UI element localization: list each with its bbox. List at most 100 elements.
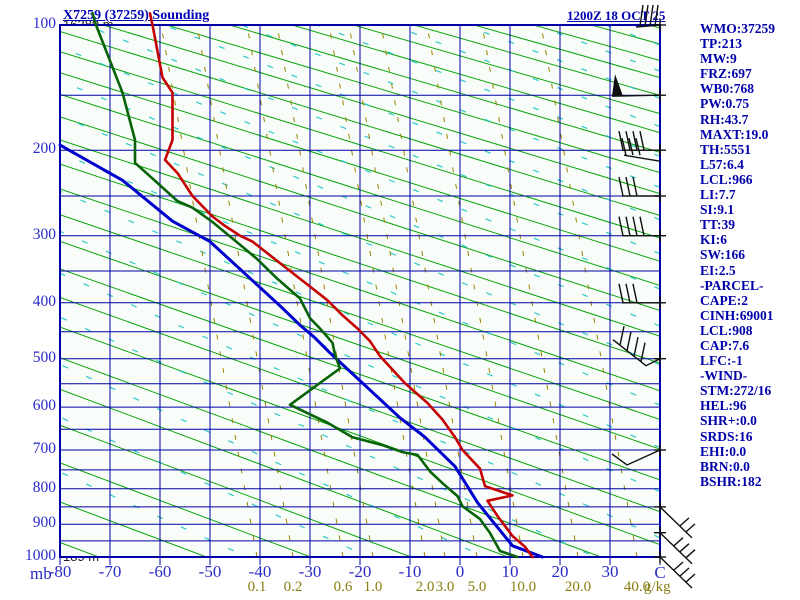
plot-frame <box>59 24 661 558</box>
temp-label: 20 <box>551 562 569 581</box>
panel-line: RH:43.7 <box>700 111 749 127</box>
pressure-label: 1000 <box>25 547 56 564</box>
panel-line: LI:7.7 <box>700 187 736 203</box>
mixing-ratio-label: 1.0 <box>363 579 383 595</box>
pressure-label: 700 <box>32 440 56 458</box>
height-label: 13800 m <box>63 87 114 103</box>
mixing-ratio-label: 0.6 <box>333 579 353 595</box>
mixing-ratio-label: 10.0 <box>509 579 537 595</box>
panel-line: WB0:768 <box>700 81 754 97</box>
mixing-ratio-label: 0.2 <box>283 579 303 595</box>
pressure-temp-grid <box>59 24 661 565</box>
panel-line: MW:9 <box>700 51 737 67</box>
pressure-label: 600 <box>32 397 56 415</box>
wind-barb <box>611 444 666 466</box>
wind-barb <box>618 131 666 162</box>
height-label: 7380 m <box>63 294 107 310</box>
pressure-unit-label: mb <box>30 564 52 583</box>
temp-label: -40 <box>248 562 272 581</box>
temp-label: -70 <box>98 562 122 581</box>
panel-line: STM:272/16 <box>700 383 772 399</box>
height-label: 6522 m <box>63 323 107 339</box>
panel-line: CAP:7.6 <box>700 337 750 353</box>
temp-label: -60 <box>148 562 172 581</box>
panel-line: FRZ:697 <box>700 66 752 82</box>
mixing-ratio-label: 2.0 <box>415 579 435 595</box>
panel-line: HEL:96 <box>700 398 747 414</box>
moist-adiabats <box>60 25 660 557</box>
panel-line: TP:213 <box>700 36 742 52</box>
height-label: 4343 m <box>63 399 107 415</box>
height-label: 11990 m <box>63 142 113 158</box>
parcel-curve <box>58 143 544 559</box>
height-label: 620 m <box>63 532 100 548</box>
panel-line: MAXT:19.0 <box>700 126 769 142</box>
wind-barb <box>612 326 666 367</box>
height-label: 2551 m <box>63 461 107 477</box>
height-label: 1538 m <box>63 498 107 514</box>
pressure-label: 400 <box>32 292 56 310</box>
wind-barb <box>654 500 696 539</box>
height-label: 5013 m <box>63 375 107 391</box>
mixing-ratio-label: 40.0 <box>623 579 651 595</box>
height-label: 9380 m <box>63 227 107 243</box>
plot-background <box>60 25 660 557</box>
mixing-ratio-label: 20.0 <box>564 579 592 595</box>
panel-line: PW:0.75 <box>700 96 750 112</box>
panel-line: TT:39 <box>700 217 736 233</box>
pressure-label: 100 <box>32 15 56 32</box>
height-label: 10670 m <box>63 188 114 204</box>
height-label: 1068 m <box>63 516 107 532</box>
pressure-label: 200 <box>32 140 56 158</box>
mixing-ratio-label: 5.0 <box>467 579 487 595</box>
height-label: 2034 m <box>63 480 107 496</box>
panel-line: SW:166 <box>700 247 746 263</box>
height-label: 3122 m <box>63 442 107 458</box>
temp-label: -50 <box>198 562 222 581</box>
temp-label: 30 <box>601 562 619 581</box>
pressure-label: 800 <box>32 478 56 496</box>
panel-line: BSHR:182 <box>700 473 762 489</box>
pressure-label: 500 <box>32 348 56 366</box>
temp-label: -80 <box>48 562 72 581</box>
wind-barb <box>611 74 666 102</box>
mixing-ratio-label: 3.0 <box>435 579 455 595</box>
height-label: 3710 m <box>63 421 107 437</box>
panel-line: EI:2.5 <box>700 262 736 278</box>
panel-line: -PARCEL- <box>700 277 764 293</box>
wind-barb <box>618 283 666 309</box>
panel-line: SI:9.1 <box>700 202 735 218</box>
dry-adiabats <box>60 25 660 557</box>
temp-label: 0 <box>455 562 465 581</box>
wind-barbs <box>611 4 696 589</box>
temp-label: -10 <box>398 562 422 581</box>
panel-line: CAPE:2 <box>700 292 748 308</box>
panel-line: KI:6 <box>700 232 727 248</box>
panel-line: EHI:0.0 <box>700 443 747 459</box>
height-label: 5740 m <box>63 350 107 366</box>
mixing-ratio-label: 0.1 <box>247 579 267 595</box>
panel-line: SHR+:0.0 <box>700 413 757 429</box>
wind-barb <box>618 216 666 242</box>
height-label: 8325 m <box>63 262 107 278</box>
wind-barb <box>654 526 696 565</box>
chart-title: X7259 (37259) Sounding <box>63 8 210 23</box>
panel-line: LFC:-1 <box>700 353 743 369</box>
panel-line: L57:6.4 <box>700 156 744 172</box>
dewpoint-curve <box>91 12 519 559</box>
temperature-curve <box>148 12 534 559</box>
pressure-label: 900 <box>32 514 56 532</box>
mixing-ratio-lines <box>160 25 638 557</box>
panel-line: SRDS:16 <box>700 428 753 444</box>
panel-line: BRN:0.0 <box>700 458 750 474</box>
wind-barb <box>618 176 666 202</box>
panel-line: LCL:908 <box>700 322 753 338</box>
panel-line: -WIND- <box>700 368 748 384</box>
panel-line: WMO:37259 <box>700 21 775 36</box>
panel-line: CINH:69001 <box>700 307 774 323</box>
pressure-label: 300 <box>32 225 56 243</box>
temp-label: -30 <box>298 562 322 581</box>
mixing-unit-label: g/kg <box>644 579 671 595</box>
